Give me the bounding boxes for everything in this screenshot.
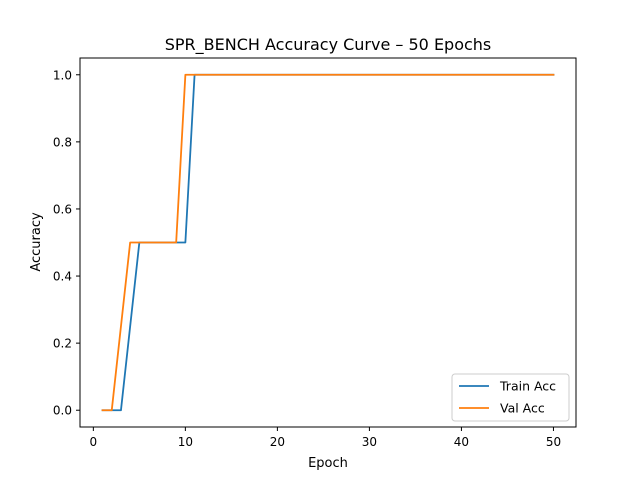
y-axis-ticks: 0.0 0.2 0.4 0.6 0.8 1.0 (53, 68, 80, 418)
x-tick-label: 30 (362, 435, 377, 449)
y-tick-label: 0.0 (53, 404, 72, 418)
y-axis-label: Accuracy (29, 212, 44, 272)
x-axis-label: Epoch (308, 456, 348, 471)
y-tick-label: 0.6 (53, 202, 72, 216)
x-tick-label: 40 (454, 435, 469, 449)
chart-title: SPR_BENCH Accuracy Curve – 50 Epochs (165, 35, 492, 55)
x-tick-label: 10 (178, 435, 193, 449)
series-lines (101, 73, 555, 412)
x-tick-label: 50 (546, 435, 561, 449)
x-tick-label: 0 (90, 435, 98, 449)
x-tick-label: 20 (270, 435, 285, 449)
plot-frame (79, 57, 577, 428)
legend: Train Acc Val Acc (451, 373, 570, 422)
series-line-val-acc (101, 73, 555, 412)
y-tick-label: 0.8 (53, 135, 72, 149)
legend-label-val-acc: Val Acc (500, 401, 545, 416)
legend-label-train-acc: Train Acc (499, 379, 556, 394)
y-tick-label: 0.4 (53, 270, 72, 284)
y-tick-label: 1.0 (53, 68, 72, 82)
x-axis-ticks: 0 10 20 30 40 50 (90, 427, 561, 449)
y-tick-label: 0.2 (53, 337, 72, 351)
plot-area (79, 57, 577, 428)
